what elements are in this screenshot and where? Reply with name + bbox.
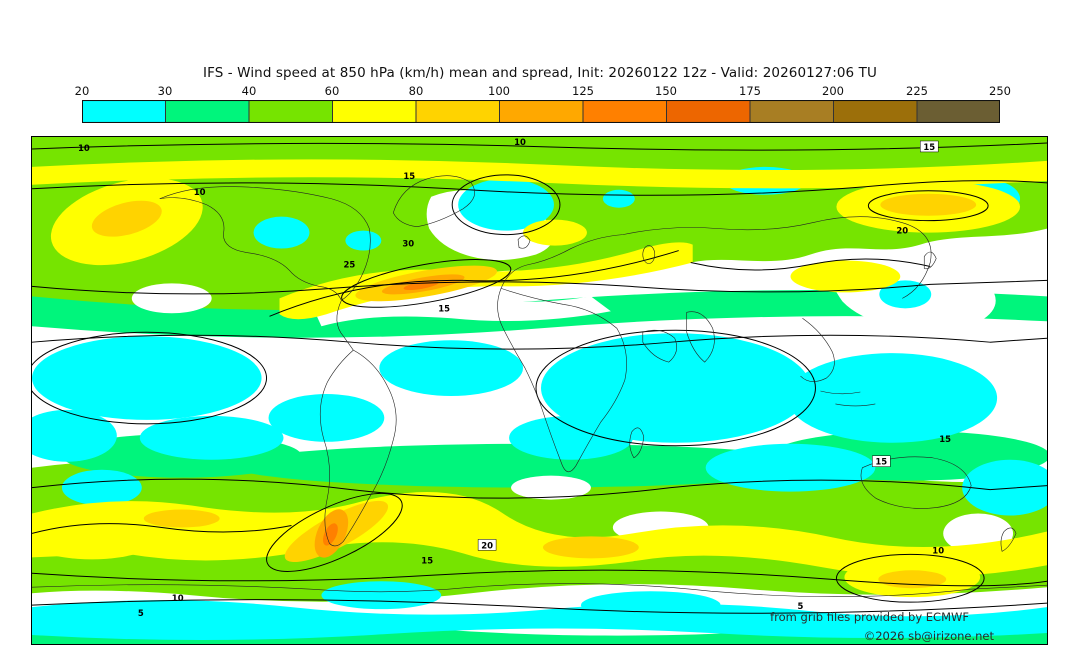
colorbar-tick: 200 (822, 84, 844, 98)
map-canvas: 10 10 15 10 15 20 30 25 15 20 15 15 15 1… (32, 137, 1047, 644)
colorbar-tick: 125 (572, 84, 594, 98)
colorbar-tick: 40 (241, 84, 257, 98)
contour-label: 30 (402, 239, 414, 249)
contour-label: 15 (875, 457, 887, 467)
colorbar-segment (82, 100, 166, 123)
colorbar-segment (499, 100, 584, 123)
colorbar-segment (165, 100, 250, 123)
chart-title: IFS - Wind speed at 850 hPa (km/h) mean … (203, 65, 877, 81)
contour-label: 25 (343, 259, 355, 269)
contour-label: 15 (438, 303, 450, 313)
contour-label: 15 (403, 171, 415, 181)
contour-labels: 10 10 15 10 15 20 30 25 15 20 15 15 15 1… (78, 137, 951, 618)
colorbar-segment (749, 100, 834, 123)
colorbar-segment (582, 100, 667, 123)
colorbar-segment (332, 100, 417, 123)
colorbar-tick-labels: 20 30 40 60 80 100 125 150 175 200 225 2… (0, 84, 1080, 98)
wind-speed-regions (32, 137, 1047, 644)
contour-label: 20 (896, 226, 908, 236)
world-map: 10 10 15 10 15 20 30 25 15 20 15 15 15 1… (31, 136, 1048, 645)
credit-ecmwf: from grib files provided by ECMWF (770, 610, 969, 624)
colorbar-tick: 175 (739, 84, 761, 98)
colorbar-tick: 150 (655, 84, 677, 98)
colorbar-segment (248, 100, 333, 123)
colorbar-tick: 20 (74, 84, 90, 98)
contour-label: 15 (939, 434, 951, 444)
credit-copyright: ©2026 sb@irizone.net (863, 629, 994, 643)
contour-label: 10 (172, 593, 184, 603)
contour-label: 10 (514, 137, 526, 147)
colorbar-tick: 80 (408, 84, 424, 98)
contour-label: 15 (923, 142, 935, 152)
contour-label: 10 (194, 187, 206, 197)
colorbar-segment (833, 100, 918, 123)
colorbar-segment (666, 100, 751, 123)
contour-label: 5 (798, 601, 804, 611)
spread-contours (32, 142, 1047, 614)
colorbar-tick: 60 (324, 84, 340, 98)
colorbar-tick: 225 (906, 84, 928, 98)
colorbar-segment (415, 100, 500, 123)
colorbar-segment (916, 100, 1000, 123)
contour-label: 10 (78, 143, 90, 153)
colorbar (82, 100, 1000, 123)
contour-label: 5 (138, 608, 144, 618)
colorbar-tick: 30 (157, 84, 173, 98)
colorbar-tick: 100 (488, 84, 510, 98)
contour-label: 20 (481, 540, 493, 550)
southern-ocean-jet (32, 491, 1047, 577)
colorbar-tick: 250 (989, 84, 1011, 98)
contour-label: 10 (932, 545, 944, 555)
contour-label: 15 (421, 555, 433, 565)
coastlines (32, 175, 1047, 598)
south-america-jet-core (322, 523, 338, 546)
